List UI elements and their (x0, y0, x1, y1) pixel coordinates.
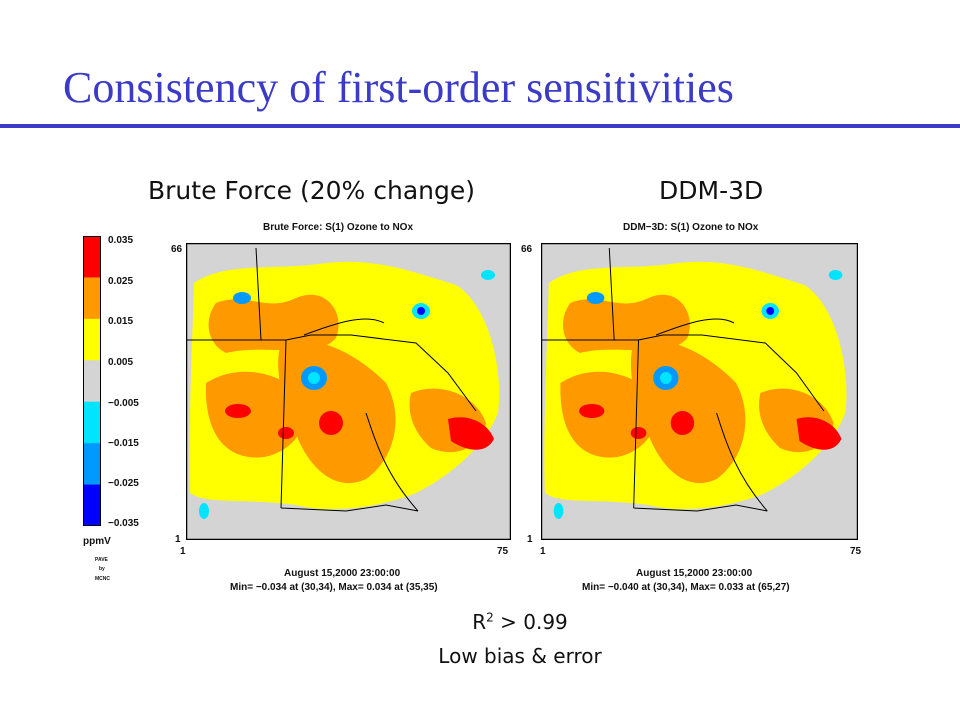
brute-force-map-title: Brute Force: S(1) Ozone to NOx (263, 222, 414, 233)
sensitivity-region (563, 294, 690, 353)
brute-force-heading: Brute Force (20% change) (148, 176, 476, 205)
legend-swatch (83, 236, 101, 278)
sensitivity-region (417, 307, 425, 315)
state-boundary (186, 247, 477, 512)
legend-tick: 0.035 (108, 235, 134, 246)
ddm-heading: DDM-3D (659, 176, 764, 205)
title-underline (0, 124, 960, 128)
x-axis-min-label: 1 (180, 546, 186, 557)
sensitivity-region (579, 404, 605, 418)
y-axis-max-label: 66 (521, 244, 533, 255)
legend-color-bar (83, 236, 101, 526)
legend-credit: PAVE (95, 557, 108, 563)
legend-swatch (83, 318, 101, 361)
r-squared-statement: R2 > 0.99 (472, 610, 568, 634)
sensitivity-region (630, 427, 647, 439)
legend-credit: MCNC (95, 576, 110, 582)
x-axis-max-label: 75 (850, 546, 862, 557)
legend-swatch (83, 443, 101, 486)
legend-unit: ppmV (83, 536, 111, 547)
legend-tick: −0.005 (108, 398, 139, 409)
map-frame (541, 243, 858, 540)
y-axis-min-label: 1 (175, 534, 181, 545)
ddm-minmax: Min= −0.040 at (30,34), Max= 0.033 at (6… (582, 582, 790, 593)
legend-tick: 0.025 (108, 276, 134, 287)
legend-swatch (83, 360, 101, 403)
brute-force-date: August 15,2000 23:00:00 (284, 568, 401, 579)
ddm-sensitivity-map (541, 243, 858, 540)
legend-tick: −0.025 (108, 478, 139, 489)
sensitivity-region (670, 411, 695, 435)
sensitivity-region (766, 307, 775, 315)
y-axis-min-label: 1 (527, 534, 533, 545)
sensitivity-region (586, 292, 605, 304)
sensitivity-region (208, 294, 339, 353)
sensitivity-region (659, 372, 672, 384)
legend-swatch (83, 277, 101, 320)
legend-swatch (83, 401, 101, 444)
legend-tick: 0.005 (108, 357, 134, 368)
sensitivity-region (828, 270, 843, 280)
legend-credit: by (99, 566, 105, 572)
legend-swatch (83, 484, 101, 526)
x-axis-min-label: 1 (540, 546, 546, 557)
legend-tick: −0.035 (108, 518, 139, 529)
ddm-date: August 15,2000 23:00:00 (636, 568, 753, 579)
bias-error-statement: Low bias & error (438, 644, 602, 668)
legend-tick: 0.015 (108, 316, 134, 327)
sensitivity-region (796, 417, 842, 450)
sensitivity-region (278, 427, 294, 439)
x-axis-max-label: 75 (497, 546, 509, 557)
sensitivity-region (448, 417, 494, 450)
sensitivity-region (233, 292, 251, 304)
sensitivity-region (319, 411, 343, 435)
brute-force-minmax: Min= −0.034 at (30,34), Max= 0.034 at (3… (230, 582, 438, 593)
brute-force-sensitivity-map (186, 243, 511, 540)
sensitivity-region (308, 372, 320, 384)
y-axis-max-label: 66 (171, 244, 183, 255)
sensitivity-region (199, 503, 209, 519)
state-boundary (541, 247, 825, 512)
sensitivity-region (481, 270, 495, 280)
page-title: Consistency of first-order sensitivities (63, 63, 734, 112)
map-frame (186, 243, 511, 540)
ddm-map-title: DDM−3D: S(1) Ozone to NOx (623, 222, 759, 233)
legend-tick: −0.015 (108, 438, 139, 449)
sensitivity-region (553, 503, 564, 519)
sensitivity-region (225, 404, 251, 418)
